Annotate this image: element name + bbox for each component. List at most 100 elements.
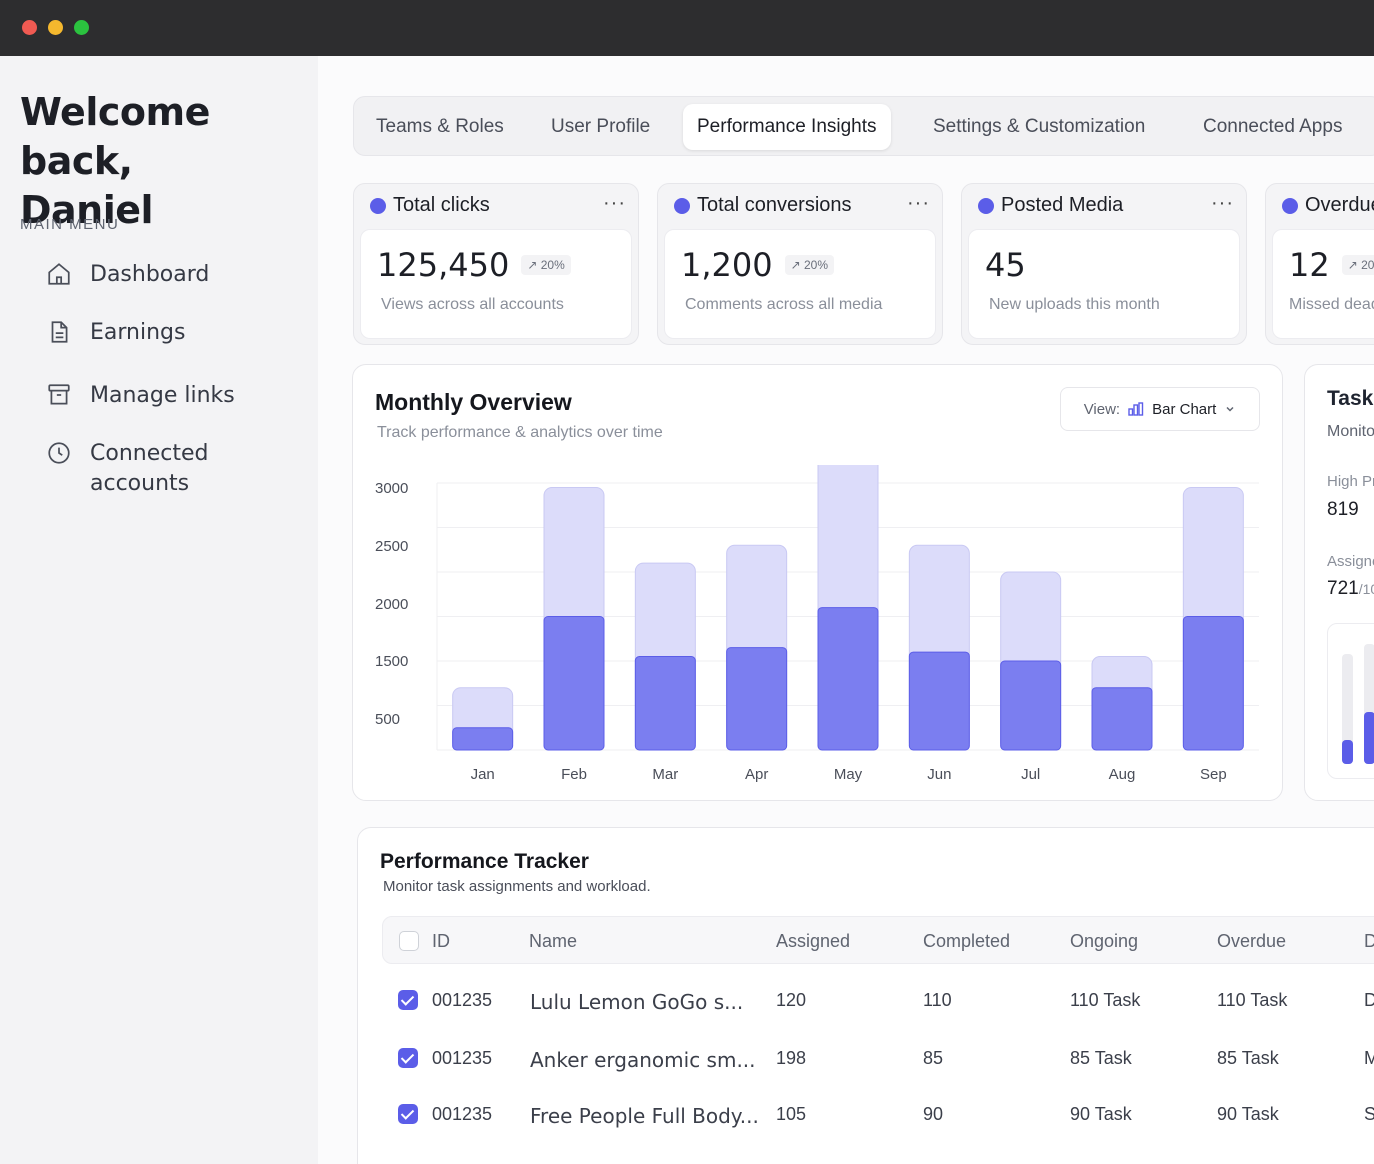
column-header-more[interactable]: D	[1364, 931, 1374, 951]
column-header-completed[interactable]: Completed	[923, 931, 1011, 951]
monthly-overview-card: Monthly Overview Track performance & ana…	[352, 364, 1283, 801]
x-tick-label: Feb	[561, 766, 587, 783]
view-label: View:	[1083, 400, 1121, 418]
x-tick-label: Sep	[1200, 766, 1227, 783]
cell-completed: 85	[923, 1048, 944, 1068]
trend-badge: ↗ 20%	[521, 255, 571, 275]
stat-title: Overdue	[1305, 194, 1374, 216]
y-tick-label: 2500	[375, 538, 408, 555]
cell-name: Free People Full Body...	[530, 1104, 759, 1128]
task-value-high-priority: 819	[1327, 499, 1359, 520]
select-all-checkbox[interactable]	[399, 931, 419, 951]
tracker-subtitle: Monitor task assignments and workload.	[383, 878, 651, 895]
dot-icon	[978, 197, 994, 214]
cell-completed: 90	[923, 1104, 944, 1124]
tab-connected-apps[interactable]: Connected Apps	[1203, 116, 1343, 137]
stat-card-posted-media: Posted Media ··· 45 New uploads this mon…	[961, 183, 1247, 345]
welcome-heading: Welcome back, Daniel	[20, 88, 318, 235]
row-checkbox[interactable]	[398, 1048, 418, 1068]
stat-value-row: 125,450 ↗ 20%	[377, 246, 571, 284]
bar-lower	[726, 647, 788, 751]
stat-value: 125,450	[377, 246, 510, 284]
bar-lower	[817, 607, 879, 751]
sidebar-item-dashboard[interactable]: Dashboard	[46, 260, 270, 290]
cell-assigned: 105	[776, 1104, 807, 1124]
tab-user-profile[interactable]: User Profile	[551, 116, 651, 137]
stat-subtitle: New uploads this month	[989, 296, 1160, 313]
sidebar-item-earnings[interactable]: Earnings	[46, 318, 270, 348]
task-assigned-count: 721	[1327, 578, 1359, 599]
stat-subtitle: Comments across all media	[685, 296, 883, 313]
task-mini-chart	[1327, 623, 1374, 779]
dot-icon	[370, 197, 386, 214]
cell-extra: M	[1364, 1048, 1374, 1068]
row-checkbox[interactable]	[398, 1104, 418, 1124]
stat-body: 12 ↗ 20% Missed dead	[1272, 229, 1374, 339]
stat-value-row: 1,200 ↗ 20%	[681, 246, 835, 284]
column-header-name[interactable]: Name	[529, 931, 578, 951]
column-header-id[interactable]: ID	[432, 931, 450, 951]
sidebar-item-manage-links[interactable]: Manage links	[46, 381, 270, 411]
bar-lower	[1091, 687, 1153, 751]
document-icon	[51, 321, 68, 343]
more-options-icon[interactable]: ···	[1211, 192, 1234, 214]
more-options-icon[interactable]: ···	[907, 192, 930, 214]
stat-header: Overdue	[1282, 194, 1374, 217]
task-subtitle: Monito	[1327, 423, 1374, 440]
mini-bar	[1342, 654, 1353, 764]
maximize-window-button[interactable]	[74, 20, 89, 35]
mini-bar	[1364, 712, 1374, 764]
table-row[interactable]: 001235 Free People Full Body... 105 90 9…	[382, 1088, 1374, 1144]
overview-subtitle: Track performance & analytics over time	[377, 424, 663, 441]
stat-subtitle: Missed dead	[1289, 296, 1374, 313]
cell-assigned: 120	[776, 990, 807, 1010]
clock-icon	[48, 442, 70, 464]
x-tick-label: Mar	[652, 766, 678, 783]
sidebar-item-connected-accounts[interactable]: Connected accounts	[46, 439, 270, 499]
column-header-assigned[interactable]: Assigned	[776, 931, 851, 951]
close-window-button[interactable]	[22, 20, 37, 35]
user-name: Daniel	[20, 188, 154, 232]
stat-card-total-clicks: Total clicks ··· 125,450 ↗ 20% Views acro…	[353, 183, 639, 345]
sidebar-item-label: Connected accounts	[90, 441, 209, 496]
x-tick-label: Jan	[471, 766, 495, 783]
task-value-assigned: 721/10	[1327, 578, 1374, 600]
stat-value-row: 12 ↗ 20%	[1289, 246, 1374, 284]
stat-header: Total conversions	[674, 194, 852, 217]
table-row[interactable]: 001235 Lulu Lemon GoGo s... 120 110 110 …	[382, 974, 1374, 1030]
dot-icon	[1282, 197, 1298, 214]
task-card: Task Monito High Pr 819 Assigne 721/10	[1304, 364, 1374, 801]
stat-value: 12	[1289, 246, 1330, 284]
chart-view-dropdown[interactable]: View: Bar Chart	[1060, 387, 1260, 431]
stat-card-overdue: Overdue 12 ↗ 20% Missed dead	[1265, 183, 1374, 345]
y-tick-label: 1500	[375, 653, 408, 670]
column-header-ongoing[interactable]: Ongoing	[1070, 931, 1139, 951]
cell-id: 001235	[432, 1104, 493, 1124]
stat-title: Posted Media	[1001, 194, 1124, 216]
x-tick-label: Jun	[927, 766, 951, 783]
cell-overdue: 85 Task	[1217, 1048, 1279, 1068]
tab-settings-customization[interactable]: Settings & Customization	[933, 116, 1146, 137]
cell-ongoing: 90 Task	[1070, 1104, 1132, 1124]
archive-icon	[48, 384, 70, 405]
y-tick-label: 3000	[375, 480, 408, 497]
cell-ongoing: 85 Task	[1070, 1048, 1132, 1068]
more-options-icon[interactable]: ···	[603, 192, 626, 214]
view-value: Bar Chart	[1152, 400, 1217, 418]
tab-performance-insights[interactable]: Performance Insights	[683, 104, 891, 150]
row-checkbox[interactable]	[398, 990, 418, 1010]
stat-value: 45	[985, 246, 1026, 284]
stat-value: 1,200	[681, 246, 773, 284]
bar-chart-icon	[1128, 402, 1144, 416]
tab-teams-roles[interactable]: Teams & Roles	[376, 116, 504, 137]
table-row[interactable]: 001235 Anker erganomic sm... 198 85 85 T…	[382, 1032, 1374, 1088]
bar-lower	[452, 727, 514, 751]
bar-lower	[634, 656, 696, 751]
mini-bar	[1342, 740, 1353, 764]
monthly-bar-chart: 3000 2500 2000 1500 500 Jan Feb Mar Apr May Jun Jul…	[375, 465, 1259, 783]
sidebar: Welcome back, Daniel MAIN MENU Dashboard…	[0, 56, 318, 1164]
minimize-window-button[interactable]	[48, 20, 63, 35]
column-header-overdue[interactable]: Overdue	[1217, 931, 1287, 951]
cell-extra: S	[1364, 1104, 1374, 1124]
stat-value-row: 45	[985, 246, 1026, 284]
